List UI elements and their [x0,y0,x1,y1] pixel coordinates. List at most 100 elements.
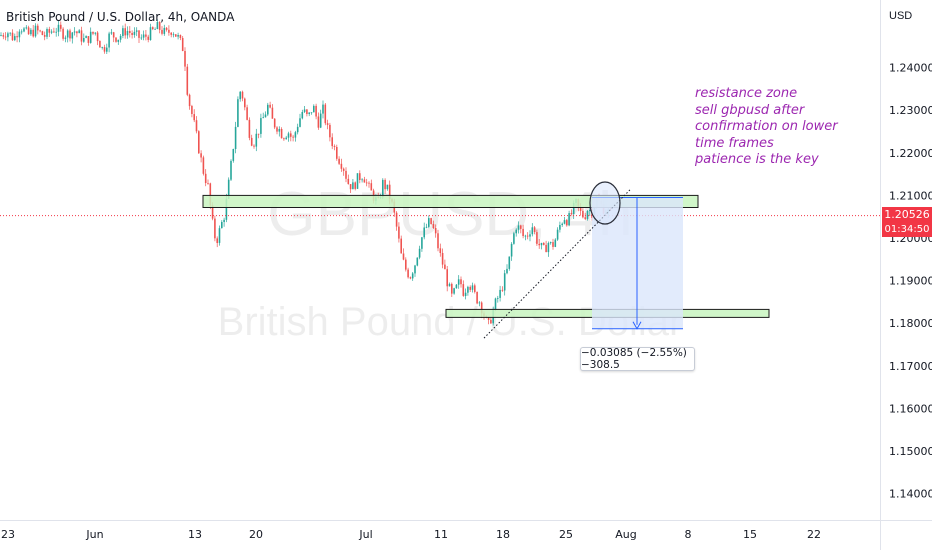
candle-body [246,107,248,120]
candle-body [538,243,540,246]
candle-body [184,51,186,67]
time-tick-label: Jun [85,528,103,541]
candle-body [115,37,117,42]
resistance-test-circle [589,181,621,225]
time-tick-label: 20 [249,528,263,541]
candle-body [214,218,216,239]
candle-body [80,30,83,42]
candle-body [138,30,140,38]
candle-body [554,239,557,247]
candle-body [425,226,428,228]
candle-body [342,168,345,171]
candle-body [292,136,294,138]
projection-arrow-head [632,321,642,330]
candle-body [37,25,39,31]
candle-body [78,30,80,34]
candle-body [409,277,412,279]
candle-body [529,234,531,237]
candle-body [71,32,74,39]
candle-body [188,94,191,107]
time-tick-label: 23 [1,528,15,541]
candle-body [333,146,336,147]
candle-body [303,109,306,112]
candle-body [439,248,442,253]
candle-body [329,124,331,138]
candle-body [124,28,126,36]
candle-body [60,24,62,29]
projection-measure-label[interactable]: −0.03085 (−2.55%) −308.5 [580,347,695,371]
candle-body [158,22,161,30]
candle-body [543,243,545,245]
candle-body [407,269,409,278]
candle-body [20,31,23,33]
candle-body [2,35,5,37]
candle-body [382,179,384,198]
candle-body [400,238,402,254]
candle-body [499,289,501,298]
candle-body [89,31,92,43]
candle-body [11,32,14,41]
candle-body [356,173,359,189]
candle-body [165,27,168,30]
candle-body [526,235,529,237]
candle-body [570,213,573,214]
candle-body [156,22,159,29]
candle-body [453,288,455,294]
price-tick-label: 1.14000 [889,488,932,501]
candle-body [487,317,490,320]
candle-body [310,112,313,114]
price-tick-label: 1.17000 [889,360,932,373]
candle-body [209,183,212,206]
candle-body [122,28,124,36]
candle-body [152,27,154,30]
resistance-zone [202,194,699,208]
candle-body [510,243,513,257]
currency-unit-label: USD [889,10,913,22]
candle-body [457,279,460,285]
candle-body [179,35,182,38]
candle-body [301,112,304,119]
candle-body [368,182,370,184]
candle-body [57,24,60,32]
candle-body [467,286,469,293]
candle-body [416,257,419,266]
candle-body [501,289,504,291]
candle-body [469,286,471,290]
analysis-note[interactable]: resistance zone sell gbpusd after confir… [695,86,895,169]
candle-body [43,35,46,37]
candle-body [273,118,276,128]
candle-body [7,33,9,38]
candle-body [202,157,205,174]
candle-body [110,32,113,34]
candle-body [234,126,237,149]
candle-body [326,123,329,125]
candle-body [172,34,175,36]
candle-body [430,218,432,224]
candle-body [566,220,568,226]
candle-body [64,37,67,39]
candle-body [561,223,563,225]
note-line: patience is the key [695,152,819,167]
candle-body [18,31,21,38]
symbol-legend[interactable]: British Pound / U.S. Dollar, 4h, OANDA [6,10,235,24]
candle-body [50,31,53,33]
candle-body [448,283,451,287]
price-tick-label: 1.22000 [889,147,932,160]
candle-body [315,105,317,117]
candles [0,19,612,326]
candle-body [161,29,163,34]
candle-body [216,238,218,243]
candle-body [25,27,28,29]
candle-body [299,118,301,127]
candle-body [370,183,373,191]
candle-body [568,213,570,226]
candle-body [545,244,547,253]
candle-body [225,198,228,220]
candle-body [434,228,437,234]
candle-body [230,160,232,180]
candle-body [363,179,366,183]
candle-body [536,232,538,244]
candle-body [478,302,481,304]
candle-body [462,284,465,296]
